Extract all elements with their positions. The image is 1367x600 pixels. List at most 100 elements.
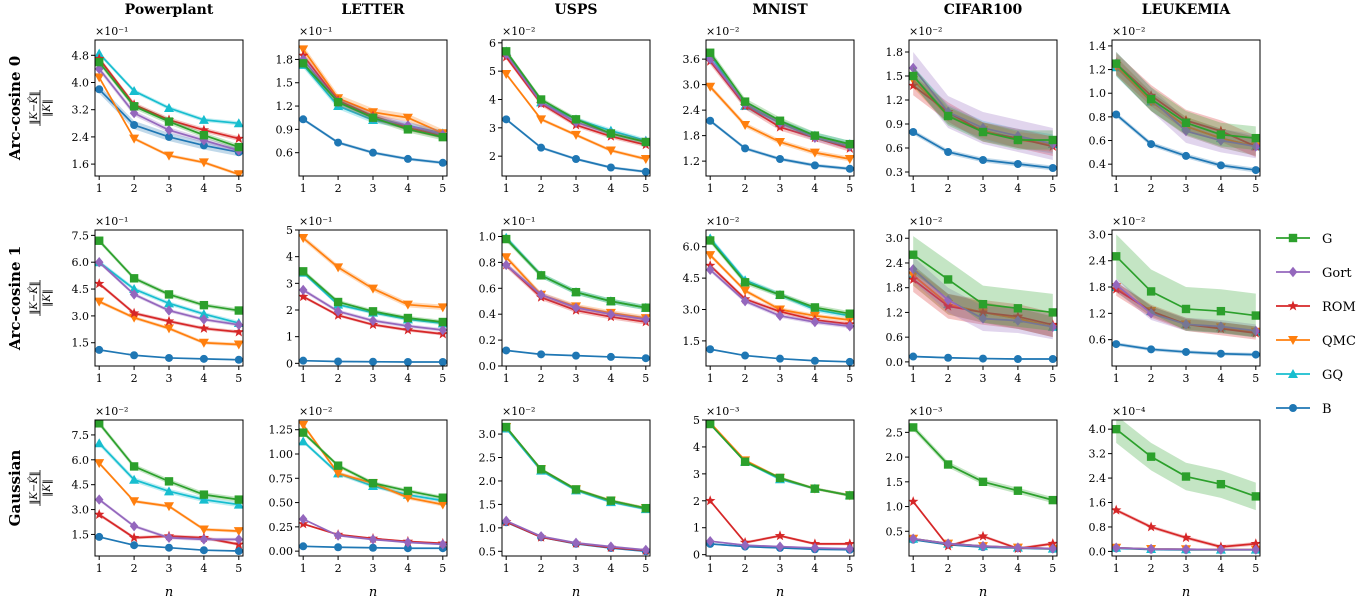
panel-r2c5: ×10⁻⁴ 0.0 0.8 1.6 2.4 3.2 4.0 1 2 3 4 5: [1089, 405, 1261, 575]
data-point-g: [1146, 287, 1156, 296]
data-point-b: [403, 154, 412, 163]
data-point-b: [1251, 166, 1260, 175]
y-tick-label: 5: [286, 224, 293, 237]
plot-area: [502, 46, 650, 176]
data-point-g: [943, 460, 953, 469]
axis-scale-label: ×10⁻¹: [299, 25, 332, 38]
series-band-gort: [303, 55, 443, 139]
series-line-qmc: [709, 422, 850, 497]
data-point-g: [199, 131, 209, 140]
x-tick-label: 1: [1113, 182, 1120, 195]
data-point-gort: [641, 314, 650, 325]
axis-scale-label: ×10⁻³: [909, 405, 942, 418]
data-point-qmc: [706, 82, 716, 92]
series-band-b: [1116, 112, 1256, 173]
data-point-b: [130, 541, 139, 550]
y-axis-label: ‖K−K̂‖ ‖K‖: [28, 90, 53, 126]
data-point-b: [572, 351, 580, 360]
data-point-b: [299, 356, 308, 365]
legend-marker-g: [1288, 233, 1298, 243]
data-point-qmc: [740, 121, 751, 130]
data-point-g: [536, 465, 546, 474]
data-point-gort: [909, 533, 918, 544]
data-point-b: [1112, 110, 1121, 119]
data-point-b: [369, 543, 377, 552]
y-tick-label: 5: [489, 65, 496, 78]
plot-area: [502, 232, 650, 363]
data-point-g: [641, 503, 650, 513]
x-tick-label: 5: [1252, 372, 1259, 385]
series-band-g: [1116, 420, 1256, 511]
y-tick-label: 4.0: [1089, 423, 1107, 436]
series-band-gq: [710, 422, 850, 497]
x-tick-label: 3: [573, 562, 580, 575]
data-point-gort: [706, 535, 715, 547]
y-tick-label: 4.5: [72, 479, 90, 492]
plot-area: [95, 236, 243, 364]
data-point-qmc: [775, 138, 785, 147]
y-tick-label: 4.5: [683, 272, 701, 285]
data-point-gort: [299, 284, 308, 296]
data-point-gort: [775, 310, 785, 321]
data-point-qmc: [164, 151, 174, 161]
axis-scale-label: ×10⁻²: [909, 215, 942, 228]
data-point-g: [199, 490, 209, 499]
plot-area: [95, 48, 243, 176]
y-tick-label: 1.4: [1089, 40, 1107, 53]
data-point-g: [1013, 135, 1023, 145]
series-line-g: [912, 426, 1054, 501]
data-point-b: [741, 144, 750, 153]
data-point-gort: [95, 494, 104, 505]
plot-area: [502, 422, 650, 556]
data-point-g: [299, 267, 308, 276]
data-point-gq: [233, 499, 243, 509]
plot-area: [299, 420, 447, 553]
data-point-b: [403, 544, 412, 553]
series-band-g: [710, 49, 850, 148]
y-tick-label: 2.5: [886, 426, 904, 439]
data-point-gort: [333, 530, 343, 541]
legend-label: GQ: [1322, 368, 1343, 383]
data-point-g: [1048, 308, 1057, 317]
y-tick-label: 3.0: [683, 79, 701, 92]
data-point-qmc: [571, 130, 581, 140]
x-tick-label: 4: [1217, 182, 1224, 195]
series-line-gq: [505, 237, 646, 309]
y-tick-label: 2.4: [683, 104, 701, 117]
data-point-g: [164, 117, 174, 126]
legend-item-rom: ROM: [1276, 300, 1356, 315]
y-tick-label: 0.8: [1089, 521, 1107, 534]
x-tick-label: 2: [335, 562, 342, 575]
legend-marker-qmc: [1288, 336, 1298, 345]
x-tick-label: 4: [404, 372, 411, 385]
y-tick-label: 1.5: [886, 70, 904, 83]
y-tick-label: 0.4: [479, 308, 497, 321]
x-tick-label: 5: [235, 562, 242, 575]
plot-area: [706, 48, 854, 173]
data-point-qmc: [333, 263, 344, 273]
axis-scale-label: ×10⁻¹: [95, 25, 128, 38]
data-point-qmc: [437, 303, 447, 313]
data-point-gq: [95, 48, 105, 58]
x-tick-label: 3: [777, 372, 784, 385]
data-point-gort: [1048, 321, 1057, 333]
x-tick-label: 1: [503, 182, 510, 195]
y-tick-label: 0.5: [886, 525, 904, 538]
data-point-gort: [810, 316, 820, 328]
x-tick-label: 2: [131, 372, 138, 385]
legend-item-qmc: QMC: [1276, 334, 1356, 349]
data-point-b: [369, 148, 377, 157]
data-point-b: [299, 542, 308, 551]
y-tick-label: 6.0: [72, 454, 90, 467]
series-band-gq: [506, 427, 646, 511]
data-point-gort: [1181, 125, 1191, 137]
data-point-g: [95, 57, 104, 67]
x-tick-label: 3: [1183, 182, 1190, 195]
data-point-g: [641, 137, 650, 147]
data-point-g: [1251, 492, 1260, 501]
axis-scale-label: ×10⁻²: [909, 25, 942, 38]
y-tick-label: 2.0: [479, 475, 497, 488]
x-tick-label: 2: [742, 562, 749, 575]
data-point-b: [95, 532, 104, 541]
y-tick-label: 0.4: [1089, 158, 1107, 171]
